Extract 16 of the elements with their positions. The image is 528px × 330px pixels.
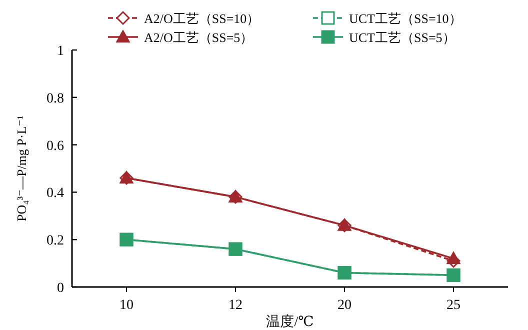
legend-label: A2/O工艺（SS=10） bbox=[144, 11, 260, 26]
x-tick-label: 20 bbox=[338, 298, 352, 313]
xlabel: 温度/℃ bbox=[266, 315, 314, 330]
legend-label: UCT工艺（SS=5） bbox=[349, 30, 456, 45]
y-tick-label: 1 bbox=[57, 44, 64, 59]
y-tick-label: 0.2 bbox=[46, 234, 64, 249]
ylabel: PO₄³⁻—P/mg P·L⁻¹ bbox=[14, 116, 29, 222]
x-tick-label: 25 bbox=[446, 298, 460, 313]
y-tick-label: 0.8 bbox=[46, 91, 64, 106]
y-tick-label: 0.6 bbox=[46, 138, 64, 154]
legend-label: A2/O工艺（SS=5） bbox=[144, 30, 254, 45]
legend-label: UCT工艺（SS=10） bbox=[349, 11, 462, 26]
y-tick-label: 0 bbox=[57, 281, 64, 296]
x-tick-label: 10 bbox=[120, 298, 134, 313]
y-tick-label: 0.4 bbox=[46, 186, 64, 202]
x-tick-label: 12 bbox=[228, 298, 242, 313]
